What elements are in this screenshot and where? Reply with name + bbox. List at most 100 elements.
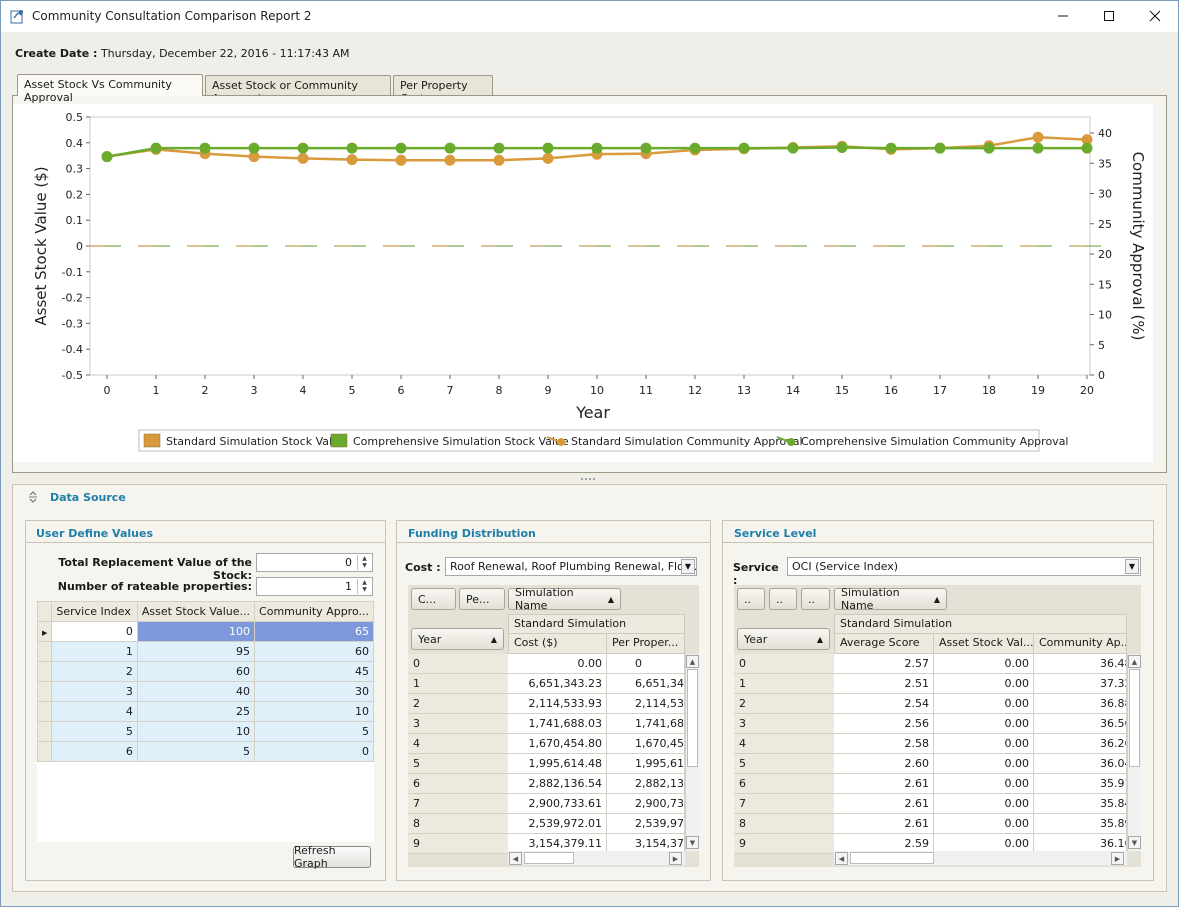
row-selector[interactable] xyxy=(36,701,53,722)
year-row-header[interactable]: 3 xyxy=(408,714,508,734)
scroll-right-icon[interactable]: ▶ xyxy=(669,852,682,865)
table-row[interactable]: ▶ 0 100 65 xyxy=(36,621,374,642)
spin-up-icon[interactable]: ▲ xyxy=(362,579,367,586)
year-row-header[interactable]: 0 xyxy=(734,654,834,674)
year-row-header[interactable]: 1 xyxy=(734,674,834,694)
per-property-cell[interactable]: 1,995,614 xyxy=(607,754,685,774)
average-score-cell[interactable]: 2.54 xyxy=(834,694,934,714)
asset-stock-cell[interactable]: 0.00 xyxy=(934,774,1034,794)
table-cell[interactable]: 95 xyxy=(136,641,256,662)
year-row-header[interactable]: 8 xyxy=(408,814,508,834)
table-cell[interactable]: 100 xyxy=(136,621,256,642)
year-row-header[interactable]: 5 xyxy=(734,754,834,774)
vertical-scrollbar[interactable]: ▲ ▼ xyxy=(685,654,699,851)
average-score-cell[interactable]: 2.56 xyxy=(834,714,934,734)
per-property-cell[interactable]: 0 xyxy=(607,654,685,674)
table-cell[interactable]: 4 xyxy=(51,701,138,722)
scroll-up-icon[interactable]: ▲ xyxy=(686,655,699,668)
per-property-cell[interactable]: 1,670,454 xyxy=(607,734,685,754)
scroll-up-icon[interactable]: ▲ xyxy=(1128,655,1141,668)
scroll-down-icon[interactable]: ▼ xyxy=(1128,836,1141,849)
average-score-cell[interactable]: 2.61 xyxy=(834,814,934,834)
table-cell[interactable]: 3 xyxy=(51,681,138,702)
average-score-cell[interactable]: 2.61 xyxy=(834,794,934,814)
table-cell[interactable]: 40 xyxy=(136,681,256,702)
community-approval-column-header[interactable]: Community Ap... xyxy=(1033,633,1127,654)
rateable-properties-stepper[interactable]: 1 ▲ ▼ xyxy=(256,577,373,596)
community-approval-cell[interactable]: 37.32 xyxy=(1034,674,1127,694)
per-property-cell[interactable]: 1,741,688 xyxy=(607,714,685,734)
asset-stock-cell[interactable]: 0.00 xyxy=(934,754,1034,774)
chevron-down-icon[interactable]: ▼ xyxy=(681,559,695,574)
table-cell[interactable]: 1 xyxy=(51,641,138,662)
table-row[interactable]: 3 40 30 xyxy=(36,681,374,702)
horizontal-scrollbar[interactable]: ◀ ▶ xyxy=(508,851,685,865)
scroll-left-icon[interactable]: ◀ xyxy=(509,852,522,865)
scroll-thumb[interactable] xyxy=(524,852,574,864)
scroll-thumb[interactable] xyxy=(687,669,698,767)
average-score-cell[interactable]: 2.51 xyxy=(834,674,934,694)
spin-up-icon[interactable]: ▲ xyxy=(362,555,367,562)
scroll-down-icon[interactable]: ▼ xyxy=(686,836,699,849)
per-property-cell[interactable]: 6,651,343 xyxy=(607,674,685,694)
total-replacement-stepper[interactable]: 0 ▲ ▼ xyxy=(256,553,373,572)
per-property-cell[interactable]: 2,882,136 xyxy=(607,774,685,794)
row-selector[interactable] xyxy=(36,641,53,662)
spin-down-icon[interactable]: ▼ xyxy=(362,562,367,569)
year-row-header[interactable]: 7 xyxy=(408,794,508,814)
simulation-name-button[interactable]: Simulation Name ▲ xyxy=(508,586,621,612)
table-cell[interactable]: 10 xyxy=(254,701,374,722)
per-property-cell[interactable]: 2,900,733 xyxy=(607,794,685,814)
cost-cell[interactable]: 1,741,688.03 xyxy=(508,714,607,734)
scroll-thumb[interactable] xyxy=(1129,669,1140,767)
table-cell[interactable]: 5 xyxy=(254,721,374,742)
cost-cell[interactable]: 3,154,379.11 xyxy=(508,834,607,854)
asset-stock-cell[interactable]: 0.00 xyxy=(934,654,1034,674)
table-row[interactable]: 4 25 10 xyxy=(36,701,374,722)
community-field-button[interactable]: .. xyxy=(801,588,830,610)
table-row[interactable]: 5 10 5 xyxy=(36,721,374,742)
asset-stock-cell[interactable]: 0.00 xyxy=(934,734,1034,754)
tab-per-property-cost[interactable]: Per Property Cost xyxy=(393,75,493,105)
scroll-thumb[interactable] xyxy=(850,852,934,864)
scroll-right-icon[interactable]: ▶ xyxy=(1111,852,1124,865)
asset-stock-cell[interactable]: 0.00 xyxy=(934,714,1034,734)
table-cell[interactable]: 60 xyxy=(136,661,256,682)
close-button[interactable] xyxy=(1132,1,1178,31)
community-approval-cell[interactable]: 35.84 xyxy=(1034,794,1127,814)
table-cell[interactable]: 25 xyxy=(136,701,256,722)
average-score-cell[interactable]: 2.61 xyxy=(834,774,934,794)
table-cell[interactable]: 45 xyxy=(254,661,374,682)
average-score-column-header[interactable]: Average Score xyxy=(834,633,934,654)
cost-cell[interactable]: 2,900,733.61 xyxy=(508,794,607,814)
year-row-header[interactable]: 8 xyxy=(734,814,834,834)
cost-column-header[interactable]: Cost ($) xyxy=(508,633,607,654)
table-cell[interactable]: 0 xyxy=(51,621,138,642)
table-cell[interactable]: 60 xyxy=(254,641,374,662)
per-property-field-button[interactable]: Pe... xyxy=(459,588,505,610)
year-row-header[interactable]: 5 xyxy=(408,754,508,774)
average-score-field-button[interactable]: .. xyxy=(737,588,765,610)
row-selector[interactable] xyxy=(36,681,53,702)
table-row[interactable]: 2 60 45 xyxy=(36,661,374,682)
cost-select[interactable]: Roof Renewal, Roof Plumbing Renewal, Flo… xyxy=(445,557,697,576)
row-selector[interactable] xyxy=(36,661,53,682)
cost-cell[interactable]: 2,114,533.93 xyxy=(508,694,607,714)
row-selector[interactable] xyxy=(36,741,53,762)
splitter-handle[interactable] xyxy=(580,477,598,481)
cost-cell[interactable]: 1,995,614.48 xyxy=(508,754,607,774)
year-row-header[interactable]: 9 xyxy=(734,834,834,854)
community-approval-cell[interactable]: 36.56 xyxy=(1034,714,1127,734)
asset-stock-cell[interactable]: 0.00 xyxy=(934,814,1034,834)
table-cell[interactable]: 2 xyxy=(51,661,138,682)
tab-asset-stock-vs-community-approval[interactable]: Asset Stock Vs Community Approval xyxy=(17,74,203,104)
table-cell[interactable]: 30 xyxy=(254,681,374,702)
scroll-left-icon[interactable]: ◀ xyxy=(835,852,848,865)
asset-stock-cell[interactable]: 0.00 xyxy=(934,694,1034,714)
average-score-cell[interactable]: 2.58 xyxy=(834,734,934,754)
cost-field-button[interactable]: C... xyxy=(411,588,456,610)
maximize-button[interactable] xyxy=(1086,1,1132,31)
year-row-header[interactable]: 3 xyxy=(734,714,834,734)
chevron-down-icon[interactable]: ▼ xyxy=(1125,559,1139,574)
